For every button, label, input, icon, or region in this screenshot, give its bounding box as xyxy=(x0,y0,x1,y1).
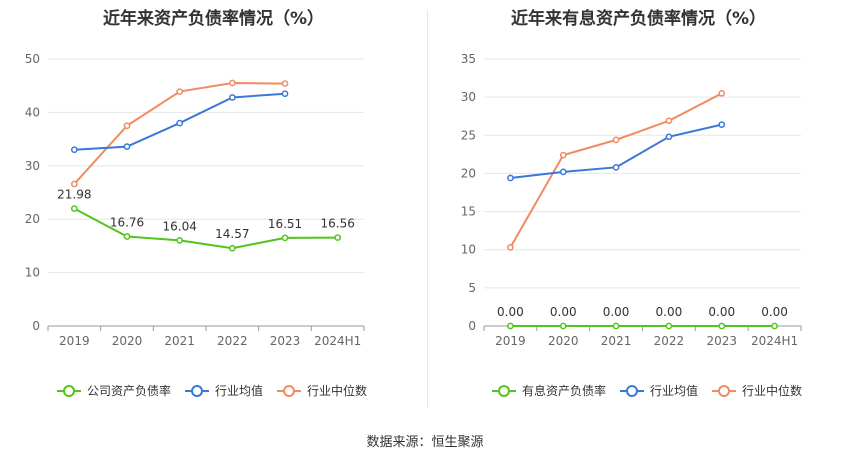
data-point xyxy=(771,322,778,330)
data-label: 0.00 xyxy=(550,305,577,319)
x-tick-label: 2021 xyxy=(164,334,195,348)
y-tick-label: 30 xyxy=(461,90,476,104)
data-point xyxy=(507,244,514,251)
data-point xyxy=(665,133,673,141)
data-label: 16.76 xyxy=(110,216,144,230)
data-point xyxy=(559,322,567,330)
data-point xyxy=(176,236,184,244)
data-label: 0.00 xyxy=(497,305,524,319)
data-point xyxy=(123,122,131,130)
y-tick-label: 5 xyxy=(468,281,476,295)
legend-label: 行业中位数 xyxy=(742,383,802,398)
legend-item[interactable]: 行业均值 xyxy=(185,383,263,398)
chart-title-left: 近年来资产负债率情况（%） xyxy=(102,9,325,29)
y-tick-label: 20 xyxy=(461,166,476,180)
data-point xyxy=(70,180,78,188)
data-point xyxy=(665,117,673,125)
y-tick-label: 35 xyxy=(461,52,476,66)
data-label: 16.56 xyxy=(320,217,354,231)
chart-title-right: 近年来有息资产负债率情况（%） xyxy=(510,9,767,29)
legend-label: 有息资产负债率 xyxy=(522,383,606,398)
legend-marker xyxy=(63,385,75,397)
y-tick-label: 15 xyxy=(461,205,476,219)
data-source-note: 数据来源：恒生聚源 xyxy=(366,435,484,450)
legend-item[interactable]: 有息资产负债率 xyxy=(492,383,606,398)
x-tick-label: 2020 xyxy=(112,334,143,348)
data-label: 0.00 xyxy=(708,305,735,319)
legend-label: 公司资产负债率 xyxy=(87,383,171,398)
x-tick-label: 2024H1 xyxy=(751,334,798,348)
x-tick-label: 2023 xyxy=(270,334,301,348)
data-point xyxy=(228,244,236,252)
legend-marker xyxy=(283,385,295,397)
data-point xyxy=(123,233,131,240)
y-tick-label: 50 xyxy=(25,52,40,66)
data-point xyxy=(281,234,289,242)
x-tick-label: 2022 xyxy=(217,334,248,348)
legend-marker xyxy=(626,385,638,397)
data-point xyxy=(612,163,620,171)
data-point xyxy=(612,322,620,330)
data-label: 0.00 xyxy=(761,305,788,319)
interest-bearing-liability-chart: 0 5 10 15 20 25 30 35 2019 2020 2021 2022 2023 2024H1… xyxy=(461,52,802,398)
legend-item[interactable]: 行业中位数 xyxy=(712,383,802,398)
y-tick-label: 40 xyxy=(25,105,40,119)
data-point xyxy=(228,79,236,87)
data-point xyxy=(718,89,726,97)
data-point xyxy=(70,205,78,212)
data-point xyxy=(559,168,567,176)
data-label: 0.00 xyxy=(656,305,683,319)
x-tick-label: 2024H1 xyxy=(314,334,361,348)
data-point xyxy=(281,80,289,87)
data-point xyxy=(123,143,131,150)
legend-marker xyxy=(498,385,510,397)
x-tick-label: 2019 xyxy=(59,334,90,348)
data-point xyxy=(70,146,78,154)
data-point xyxy=(176,88,184,95)
series-line xyxy=(73,207,338,250)
x-tick-label: 2020 xyxy=(548,334,579,348)
data-point xyxy=(718,121,726,128)
x-tick-label: 2022 xyxy=(654,334,685,348)
y-tick-label: 0 xyxy=(32,319,40,333)
legend-item[interactable]: 行业均值 xyxy=(620,383,698,398)
y-tick-label: 10 xyxy=(25,266,40,280)
y-tick-label: 20 xyxy=(25,212,40,226)
chart-divider xyxy=(427,10,428,408)
data-point xyxy=(334,234,342,241)
data-label: 16.04 xyxy=(162,219,196,233)
x-tick-label: 2023 xyxy=(706,334,737,348)
x-tick-label: 2021 xyxy=(601,334,632,348)
legend-marker xyxy=(718,385,730,397)
data-label: 14.57 xyxy=(215,227,249,241)
data-point xyxy=(507,322,514,330)
data-label: 0.00 xyxy=(603,305,630,319)
y-tick-label: 30 xyxy=(25,159,40,173)
data-point xyxy=(281,90,289,98)
legend-item[interactable]: 公司资产负债率 xyxy=(57,383,171,398)
data-point xyxy=(176,119,184,127)
data-point xyxy=(665,322,673,330)
legend-label: 行业均值 xyxy=(650,383,698,398)
legend-item[interactable]: 行业中位数 xyxy=(277,383,367,398)
x-tick-label: 2019 xyxy=(495,334,526,348)
series-line xyxy=(73,82,286,185)
data-point xyxy=(507,174,514,182)
asset-liability-chart: 0 10 20 30 40 50 2019 2020 2021 2022 2023 2024H1 21.… xyxy=(25,52,367,398)
data-point xyxy=(559,151,567,159)
y-tick-label: 25 xyxy=(461,128,476,142)
legend-label: 行业均值 xyxy=(215,383,263,398)
data-point xyxy=(612,136,620,144)
data-point xyxy=(718,322,726,330)
y-tick-label: 0 xyxy=(468,319,476,333)
data-label: 21.98 xyxy=(57,188,91,202)
data-point xyxy=(228,94,236,101)
legend-label: 行业中位数 xyxy=(307,383,367,398)
y-tick-label: 10 xyxy=(461,243,476,257)
data-label: 16.51 xyxy=(268,217,302,231)
legend-marker xyxy=(191,385,203,397)
